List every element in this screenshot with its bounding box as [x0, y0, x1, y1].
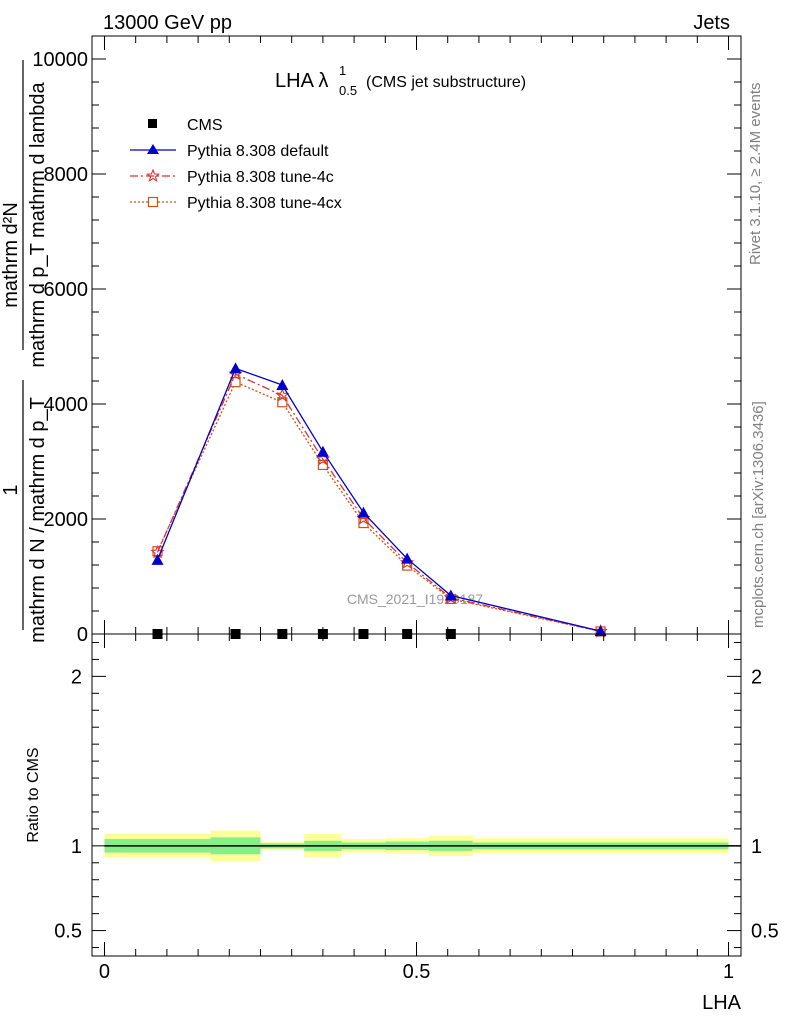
series-point-default: [316, 445, 329, 457]
main-x-ticks: [103, 36, 730, 634]
legend-marker-tune4cx: [147, 196, 159, 208]
series-point-tune4c: [443, 590, 458, 604]
series-line-1: [156, 367, 601, 632]
svg-text:LHA λ: LHA λ: [275, 70, 328, 92]
mcplots-label: mcplots.cern.ch [arXiv:1306.3436]: [750, 401, 767, 628]
ratio-y-tick-label: 1: [71, 836, 82, 858]
header-right: Jets: [693, 12, 730, 34]
ratio-y-tick-label: 2: [71, 666, 82, 688]
ratio-y-tick-label-right: 0.5: [751, 921, 779, 943]
ylabel-line-2: mathrm d p_T mathrm d lambda: [27, 81, 49, 367]
series-line-2: [156, 373, 601, 633]
series-point-default: [444, 589, 457, 601]
ratio-y-tick-label-right: 1: [751, 836, 762, 858]
series-point-default: [357, 506, 370, 518]
series-point-default: [401, 552, 414, 564]
legend-marker-tune4c: [145, 168, 161, 183]
x-axis-label: LHA: [702, 992, 742, 1014]
ratio-y-axis-label: Ratio to CMS: [25, 747, 42, 842]
title-tail: (CMS jet substructure): [366, 74, 526, 91]
series-point-tune4cx: [230, 377, 241, 388]
legend-marker-default: [147, 144, 159, 154]
legend-label-tune4cx: Pythia 8.308 tune-4cx: [187, 195, 342, 212]
ratio-y-tick-label: 0.5: [54, 921, 82, 943]
legend-label-default: Pythia 8.308 default: [187, 143, 329, 160]
chart-title: LHA λ 1 0.5 (CMS jet substructure): [275, 63, 526, 98]
main-y-tick-label: 10000: [32, 49, 88, 71]
legend: CMS Pythia 8.308 default Pythia 8.308 tu…: [130, 117, 342, 212]
series-line-3: [156, 381, 601, 633]
main-y-tick-label: 0: [77, 624, 88, 646]
x-tick-label: 0: [99, 961, 110, 983]
main-y-tick-label: 8000: [44, 164, 89, 186]
rivet-label: Rivet 3.1.10, ≥ 2.4M events: [747, 83, 764, 266]
series-point-tune4c: [275, 387, 290, 402]
series-point-default: [594, 625, 607, 637]
ylabel-line-1: mathrm d²N: [0, 202, 22, 308]
series-point-tune4cx: [358, 517, 369, 529]
ratio-bands: [104, 830, 741, 862]
title-main: LHA λ: [275, 70, 328, 92]
legend-marker-cms: [148, 119, 157, 128]
title-sub: 0.5: [339, 83, 357, 98]
ylabel-line-4: mathrm d N / mathrm d p_T: [27, 397, 49, 643]
ratio-x-ticks: 0 0.5 1: [99, 634, 734, 983]
legend-label-tune4c: Pythia 8.308 tune-4c: [187, 169, 334, 186]
series-point-default: [229, 362, 242, 374]
header-left: 13000 GeV pp: [103, 12, 232, 34]
x-tick-label: 0.5: [403, 961, 431, 983]
main-y-tick-label: 2000: [44, 509, 89, 531]
main-y-tick-label: 4000: [44, 394, 89, 416]
ylabel-line-3: 1: [0, 484, 22, 495]
title-sup: 1: [339, 63, 346, 78]
series-point-tune4cx: [317, 459, 328, 471]
ratio-y-tick-label-right: 2: [751, 666, 762, 688]
x-tick-label: 1: [723, 961, 734, 983]
main-y-axis-label: mathrm d²N mathrm d p_T mathrm d lambda …: [0, 60, 49, 643]
main-y-tick-label: 6000: [44, 279, 89, 301]
series-point-default: [151, 553, 164, 565]
legend-label-cms: CMS: [187, 117, 223, 134]
ratio-y-ticks: 0.5 0.5 1 1 2 2: [54, 641, 779, 949]
main-y-ticks: 0 2000 4000 6000 8000 10000: [32, 35, 741, 646]
series-point-default: [276, 379, 289, 391]
ratio-plot-frame: [91, 633, 742, 957]
